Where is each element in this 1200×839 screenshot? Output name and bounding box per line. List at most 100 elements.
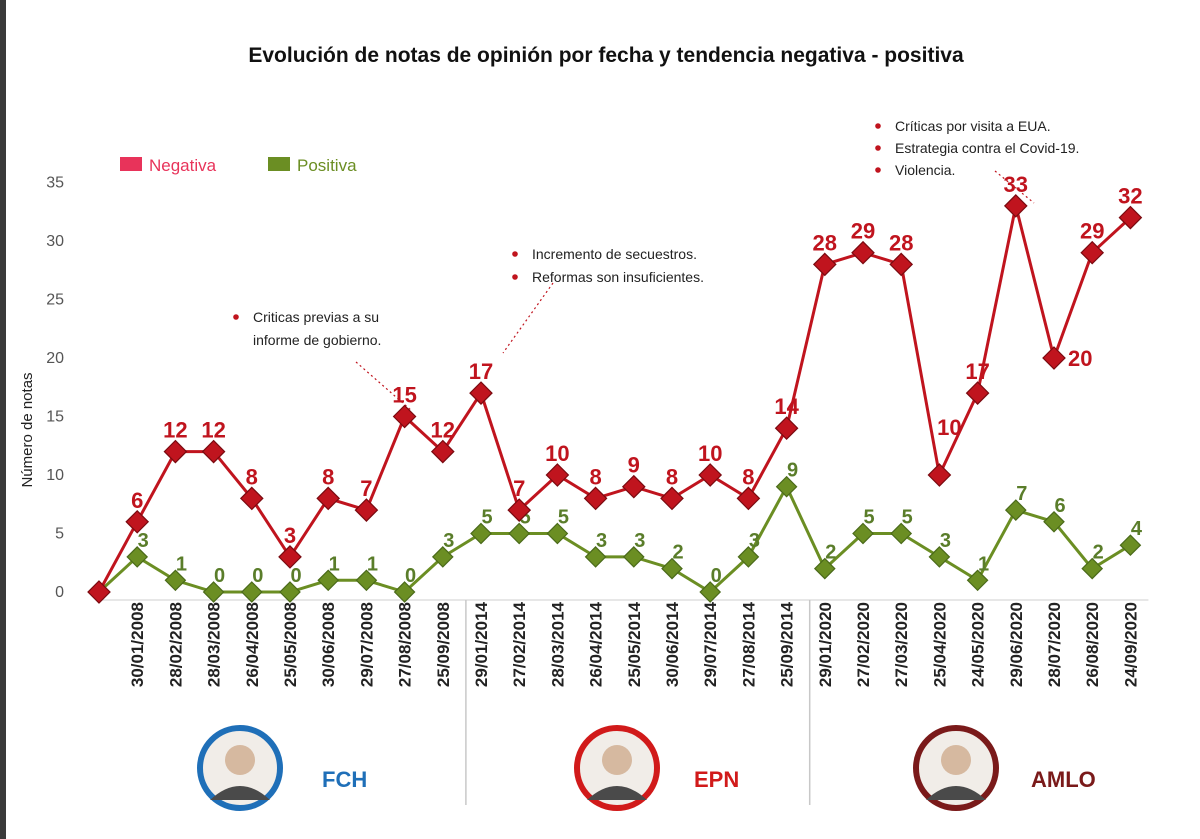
x-tick-label: 30/06/2008 [319, 602, 338, 687]
negativa-value-label: 6 [131, 488, 143, 513]
negativa-point [507, 498, 532, 522]
negativa-point [354, 498, 379, 522]
x-tick-label: 24/09/2020 [1121, 602, 1140, 687]
face-icon [602, 745, 632, 775]
positiva-value-label: 4 [1131, 518, 1143, 540]
y-tick-label: 10 [46, 467, 64, 484]
negativa-value-label: 29 [851, 219, 875, 244]
negativa-value-label: 9 [628, 453, 640, 478]
shoulders-icon [587, 786, 647, 800]
y-tick-label: 20 [46, 350, 64, 367]
positiva-value-label: 1 [367, 553, 378, 575]
x-tick-label: 30/01/2008 [128, 602, 147, 687]
legend-swatch [120, 157, 142, 171]
negativa-point [278, 545, 302, 569]
positiva-point [852, 522, 874, 545]
negativa-value-label: 29 [1080, 219, 1104, 244]
annotation-line: Reformas son insuficientes. [532, 269, 704, 285]
x-tick-label: 26/04/2008 [243, 602, 262, 687]
positiva-point [699, 581, 722, 603]
annotation-line: Estrategia contra el Covid-19. [895, 140, 1079, 156]
x-tick-label: 25/09/2008 [434, 602, 453, 687]
negativa-value-label: 8 [322, 464, 334, 489]
x-tick-label: 26/04/2014 [587, 601, 606, 687]
annotation-leader-line [502, 282, 554, 354]
y-tick-label: 30 [46, 233, 64, 250]
negativa-point [1080, 240, 1105, 265]
legend-label: Positiva [297, 156, 357, 175]
x-tick-label: 27/02/2014 [510, 601, 529, 687]
negativa-point [927, 463, 952, 487]
negativa-value-label: 20 [1068, 346, 1092, 371]
y-axis-ticks: 0 5 10 15 20 25 30 35 Número de notas [19, 175, 64, 602]
chart-title: Evolución de notas de opinión por fecha … [248, 44, 964, 67]
shoulders-icon [926, 786, 986, 800]
positiva-value-label: 2 [825, 542, 836, 564]
x-tick-label: 28/07/2020 [1045, 602, 1064, 687]
face-icon [941, 745, 971, 775]
negativa-point [469, 381, 493, 405]
positiva-value-label: 0 [214, 565, 225, 587]
negativa-value-label: 33 [1004, 172, 1028, 197]
bullet-icon [875, 167, 881, 173]
face-icon [225, 745, 255, 775]
negativa-point [87, 580, 111, 604]
positiva-point [317, 569, 340, 592]
positiva-point [1004, 499, 1027, 521]
x-tick-label: 27/08/2008 [396, 602, 415, 687]
positiva-value-label: 0 [405, 565, 416, 587]
positiva-point [890, 522, 913, 545]
positiva-value-label: 3 [749, 530, 760, 552]
legend-swatch [268, 157, 290, 171]
negativa-value-label: 32 [1118, 184, 1142, 209]
x-tick-label: 30/06/2014 [663, 601, 682, 687]
negativa-value-label: 10 [698, 441, 722, 466]
y-axis-title: Número de notas [19, 372, 36, 487]
window-edge [0, 0, 6, 839]
negativa-point [239, 486, 264, 511]
bullet-icon [512, 251, 518, 257]
negativa-point [698, 463, 723, 487]
positiva-point [546, 522, 569, 545]
x-tick-label: 25/09/2014 [778, 601, 797, 687]
positiva-value-label: 5 [863, 507, 874, 529]
positiva-point [661, 557, 683, 580]
x-axis-ticks: 30/01/2008 28/02/2008 28/03/2008 26/04/2008… [128, 601, 1140, 687]
positiva-value-label: 0 [252, 565, 263, 587]
annotations: Criticas previas a su informe de gobierno… [233, 118, 1079, 412]
negativa-value-label: 28 [813, 230, 837, 255]
positiva-point [584, 546, 607, 568]
period-separators [465, 600, 811, 805]
negativa-point [163, 439, 188, 464]
negativa-value-label: 28 [889, 230, 913, 255]
positiva-value-label: 1 [978, 553, 989, 575]
x-tick-label: 27/02/2020 [854, 602, 873, 687]
positiva-point [1043, 510, 1065, 533]
negativa-point [774, 416, 799, 441]
x-tick-label: 29/07/2014 [701, 601, 720, 687]
positiva-point [1081, 557, 1104, 580]
y-tick-label: 5 [55, 526, 64, 543]
shoulders-icon [210, 786, 270, 800]
bullet-icon [512, 274, 518, 280]
x-tick-label: 29/01/2014 [472, 601, 491, 687]
negativa-value-label: 15 [392, 383, 416, 408]
negativa-point [1003, 194, 1028, 218]
x-tick-label: 28/02/2008 [166, 602, 185, 687]
y-tick-label: 25 [46, 292, 64, 309]
positiva-value-label: 3 [940, 530, 951, 552]
positiva-point [1119, 534, 1142, 557]
positiva-value-label: 9 [787, 460, 798, 482]
negativa-point [545, 463, 570, 487]
annotation-line: Incremento de secuestros. [532, 246, 697, 262]
negativa-value-label: 12 [431, 418, 455, 443]
positiva-value-label: 0 [290, 565, 301, 587]
negativa-value-label: 8 [589, 464, 601, 489]
x-tick-label: 27/03/2020 [892, 602, 911, 687]
positiva-point [355, 569, 378, 592]
positiva-value-label: 3 [596, 530, 607, 552]
negativa-point [430, 439, 455, 464]
x-tick-label: 24/05/2020 [969, 602, 988, 687]
bullet-icon [233, 314, 239, 320]
